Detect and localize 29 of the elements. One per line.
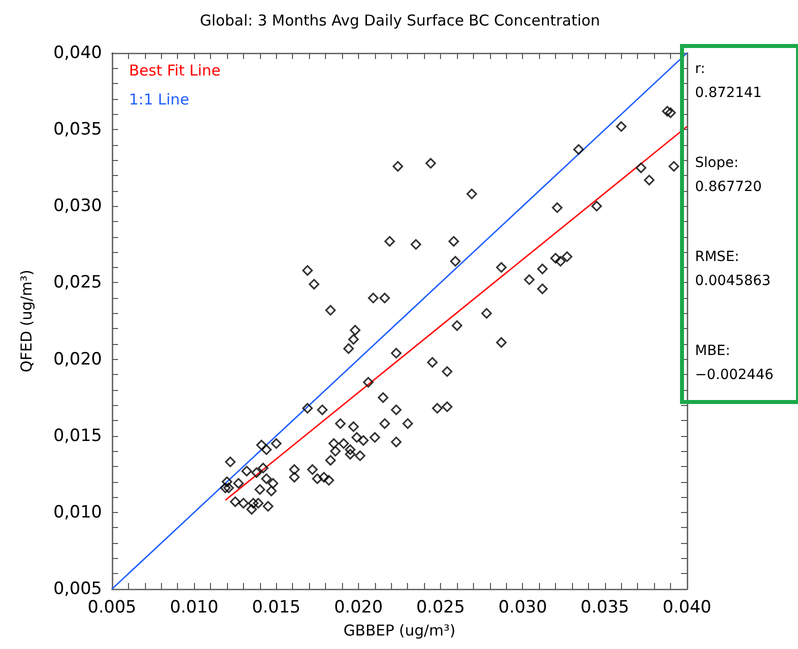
- y-tick-label: 0,015: [53, 426, 102, 446]
- x-tick-label: 0.035: [580, 598, 630, 618]
- text: 1:1 Line: [129, 90, 190, 108]
- text: Best Fit Line: [129, 62, 221, 80]
- text: 0.0045863: [695, 273, 771, 289]
- y-axis-title: QFED (ug/m³): [18, 270, 36, 372]
- text: 0.872141: [695, 85, 762, 101]
- text: MBE:: [695, 343, 730, 359]
- x-axis-title: GBBEP (ug/m³): [344, 622, 456, 640]
- x-tick-label: 0.005: [88, 598, 136, 618]
- y-tick-label: 0,025: [53, 272, 102, 293]
- y-tick-label: 0,035: [53, 120, 102, 140]
- x-tick-label: 0.025: [416, 598, 465, 618]
- y-tick-label: 0,040: [53, 43, 102, 63]
- text: 0.867720: [695, 179, 762, 195]
- x-tick-label: 0.010: [170, 598, 218, 618]
- text: RMSE:: [695, 249, 740, 265]
- x-tick-label: 0.020: [334, 598, 383, 618]
- text: −0.002446: [695, 367, 774, 383]
- x-tick-label: 0.030: [498, 598, 548, 618]
- x-tick-label: 0.015: [252, 598, 301, 618]
- chart-title: Global: 3 Months Avg Daily Surface BC Concentration: [200, 12, 600, 30]
- text: Slope:: [695, 155, 739, 171]
- x-tick-label: 0.040: [662, 598, 712, 618]
- text: r:: [695, 61, 706, 77]
- y-tick-label: 0,010: [53, 502, 102, 522]
- y-tick-label: 0,020: [53, 349, 102, 370]
- y-tick-label: 0,030: [53, 196, 102, 216]
- y-tick-label: 0,005: [53, 579, 102, 599]
